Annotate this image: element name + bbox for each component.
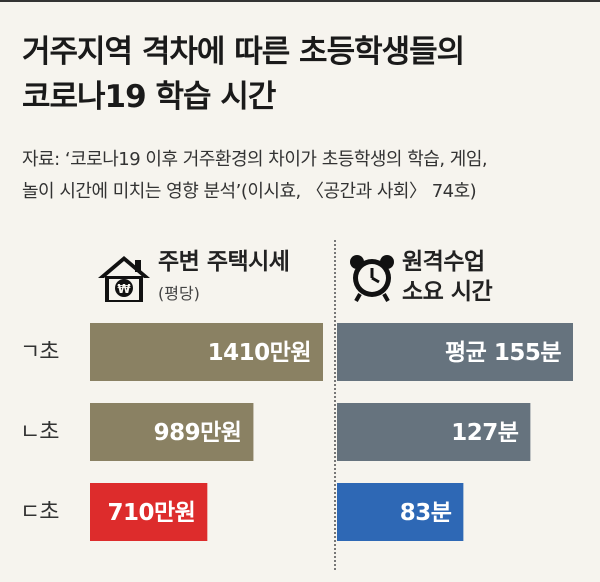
column-divider: [334, 240, 336, 570]
remote-legend-line-1: 원격수업: [402, 249, 485, 275]
remote-bar-c: [337, 483, 464, 541]
source-line-2: 놀이 시간에 미치는 영향 분석’(이시효, 〈공간과 사회〉 74호): [22, 181, 477, 202]
housing-bar-b: [90, 403, 254, 461]
housing-bar-b-label: 989만원: [154, 420, 242, 446]
remote-bar-c-label: 83분: [400, 500, 452, 526]
svg-text:₩: ₩: [117, 282, 131, 296]
row-label-school-a: ㄱ초: [20, 340, 59, 365]
chart-title: 거주지역 격차에 따른 초등학생들의 코로나19 학습 시간: [22, 30, 582, 120]
housing-bar-a: [90, 323, 323, 381]
alarm-clock-icon: [350, 255, 394, 302]
row-label-school-b: ㄴ초: [20, 420, 59, 445]
house-won-icon: ₩: [98, 256, 150, 302]
housing-bar-c-label: 710만원: [107, 500, 195, 526]
housing-bar-c: [90, 483, 208, 541]
remote-bar-a-label: 평균 155분: [445, 340, 561, 366]
remote-bar-b: [337, 403, 531, 461]
source-line-1: 자료: ‘코로나19 이후 거주환경의 차이가 초등학생의 학습, 게임,: [22, 149, 488, 170]
title-line-1: 거주지역 격차에 따른 초등학생들의: [22, 34, 465, 70]
title-line-2: 코로나19 학습 시간: [22, 79, 276, 115]
housing-bar-a-label: 1410만원: [208, 340, 311, 366]
remote-legend-title: 원격수업 소요 시간: [402, 247, 493, 307]
housing-legend-title: 주변 주택시세: [158, 249, 290, 275]
source-note: 자료: ‘코로나19 이후 거주환경의 차이가 초등학생의 학습, 게임, 놀이…: [22, 144, 582, 208]
row-label-school-c: ㄷ초: [20, 500, 59, 525]
remote-legend-line-2: 소요 시간: [402, 279, 493, 305]
housing-legend-subtitle: (평당): [158, 284, 200, 303]
remote-bar-b-label: 127분: [451, 420, 519, 446]
remote-bar-a: [337, 323, 573, 381]
